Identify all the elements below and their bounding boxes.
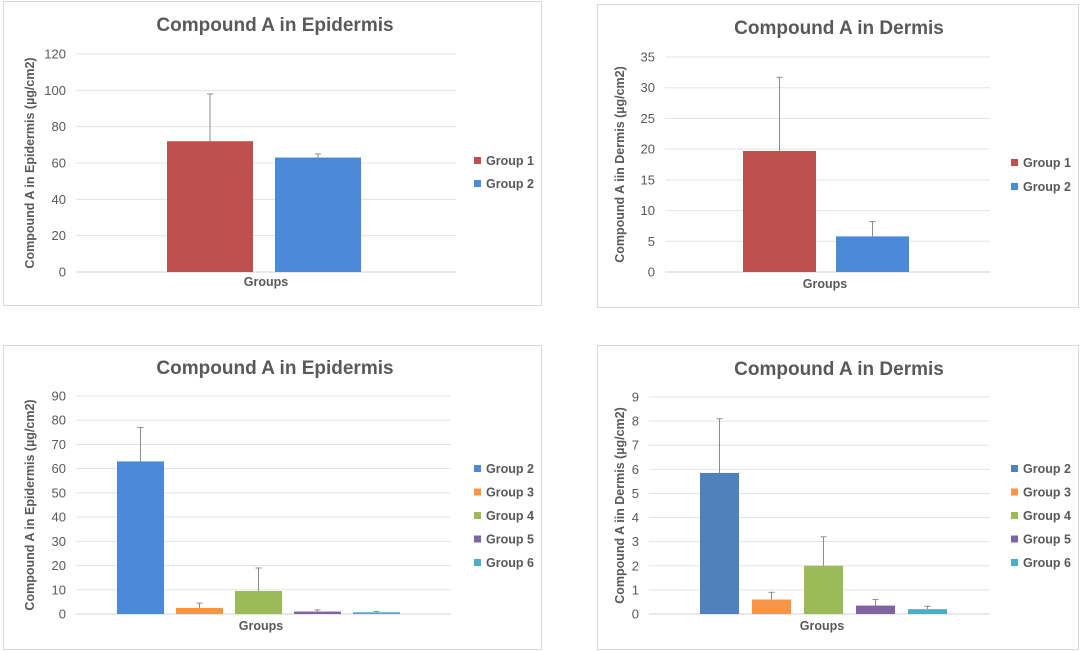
legend-swatch (474, 180, 481, 187)
legend-label: Group 1 (1023, 156, 1071, 170)
legend-label: Group 2 (486, 177, 534, 191)
legend-swatch (1011, 465, 1018, 472)
y-axis-label: Compound A iin Dermis (µg/cm2) (613, 66, 627, 263)
legend-swatch (474, 512, 481, 519)
legend-label: Group 3 (486, 486, 534, 500)
legend-label: Group 4 (1023, 509, 1071, 523)
y-axis-label: Compound A iin Dermis (µg/cm2) (613, 407, 627, 604)
y-tick-label: 70 (52, 437, 66, 452)
y-tick-label: 5 (632, 486, 639, 501)
chart-4-svg: Compound A in Dermis 0 1 2 3 4 5 6 7 8 9 Groups Comp… (613, 359, 1071, 633)
x-axis-label: Groups (244, 275, 288, 289)
bar-group-3 (176, 607, 223, 614)
y-tick-label: 0 (59, 607, 66, 622)
y-tick-label: 25 (641, 111, 655, 126)
legend-swatch (1011, 535, 1018, 543)
y-tick-label: 20 (52, 558, 66, 573)
y-tick-label: 100 (44, 83, 66, 98)
chart-1-svg: Compound A in Epidermis 0 20 40 60 80 100 120 Gr… (23, 15, 534, 289)
y-tick-label: 40 (52, 510, 66, 525)
legend-swatch (1011, 183, 1018, 190)
chart-panel-4: Compound A in Dermis 0 1 2 3 4 5 6 7 8 9 Groups Comp… (597, 345, 1079, 650)
y-tick-label: 10 (641, 203, 655, 218)
bar-group-4 (235, 590, 282, 614)
y-tick-label: 0 (59, 265, 66, 280)
y-tick-label: 30 (641, 80, 655, 95)
legend-label: Group 5 (1023, 533, 1071, 547)
chart-2-svg: Compound A in Dermis 0 5 10 15 20 25 30 35 Groups… (613, 18, 1071, 291)
bar-group-4 (804, 565, 843, 614)
legend-label: Group 2 (486, 462, 534, 476)
chart-title: Compound A in Dermis (734, 359, 944, 380)
bar-group-6 (353, 612, 400, 614)
y-tick-label: 4 (632, 510, 639, 525)
bar-group-2 (275, 157, 361, 272)
y-tick-label: 8 (632, 414, 639, 429)
y-tick-label: 30 (52, 534, 66, 549)
y-tick-label: 120 (44, 47, 66, 62)
legend-swatch (1011, 488, 1018, 496)
y-tick-label: 0 (632, 607, 639, 622)
y-tick-label: 90 (52, 389, 66, 404)
legend-swatch (474, 157, 481, 164)
legend-swatch (1011, 159, 1018, 166)
legend-label: Group 1 (486, 154, 534, 168)
x-axis-label: Groups (803, 277, 847, 291)
y-tick-label: 5 (648, 234, 655, 249)
legend-label: Group 3 (1023, 486, 1071, 500)
y-tick-label: 60 (52, 156, 66, 171)
legend-swatch (1011, 512, 1018, 519)
legend-swatch (474, 559, 481, 566)
y-tick-label: 1 (632, 582, 639, 597)
y-tick-label: 50 (52, 485, 66, 500)
chart-3-svg: Compound A in Epidermis 0 10 20 30 40 50 60 70 80… (23, 358, 534, 633)
x-axis-label: Groups (239, 619, 283, 633)
y-tick-label: 3 (632, 534, 639, 549)
bar-group-1 (743, 150, 816, 272)
y-tick-label: 7 (632, 438, 639, 453)
bar-group-2 (700, 472, 739, 614)
legend-label: Group 6 (1023, 556, 1071, 570)
bar-group-2 (836, 236, 909, 272)
legend-swatch (474, 465, 481, 472)
chart-title: Compound A in Dermis (734, 18, 944, 39)
bar-group-5 (856, 605, 895, 614)
chart-panel-3: Compound A in Epidermis 0 10 20 30 40 50 60 70 80… (3, 345, 542, 650)
y-tick-label: 0 (648, 265, 655, 280)
chart-panel-2: Compound A in Dermis 0 5 10 15 20 25 30 35 Groups… (597, 4, 1079, 308)
legend-label: Group 6 (486, 556, 534, 570)
y-tick-label: 35 (641, 50, 655, 65)
y-axis-label: Compound A in Epidermis (µg/cm2) (23, 57, 37, 268)
y-tick-label: 20 (641, 142, 655, 157)
x-axis-label: Groups (800, 619, 844, 633)
y-tick-label: 6 (632, 462, 639, 477)
y-tick-label: 9 (632, 390, 639, 405)
y-tick-label: 15 (641, 172, 655, 187)
bar-group-6 (908, 609, 947, 614)
chart-title: Compound A in Epidermis (156, 15, 393, 36)
y-tick-label: 80 (52, 413, 66, 428)
y-tick-label: 20 (52, 228, 66, 243)
y-tick-label: 40 (52, 192, 66, 207)
legend-swatch (1011, 559, 1018, 566)
y-axis-label: Compound A in Epidermis (µg/cm2) (23, 399, 37, 610)
legend-swatch (474, 535, 481, 543)
bar-group-5 (294, 611, 341, 614)
chart-panel-1: Compound A in Epidermis 0 20 40 60 80 100 120 Gr… (3, 1, 542, 306)
legend-label: Group 2 (1023, 462, 1071, 476)
bar-group-1 (167, 141, 253, 272)
y-tick-label: 60 (52, 461, 66, 476)
chart-title: Compound A in Epidermis (156, 358, 393, 379)
y-tick-label: 10 (52, 582, 66, 597)
bar-group-3 (752, 599, 791, 614)
bar-group-2 (117, 461, 164, 614)
legend-label: Group 2 (1023, 180, 1071, 194)
y-tick-label: 2 (632, 558, 639, 573)
legend-label: Group 4 (486, 509, 534, 523)
legend-label: Group 5 (486, 533, 534, 547)
legend-swatch (474, 488, 481, 496)
y-tick-label: 80 (52, 119, 66, 134)
